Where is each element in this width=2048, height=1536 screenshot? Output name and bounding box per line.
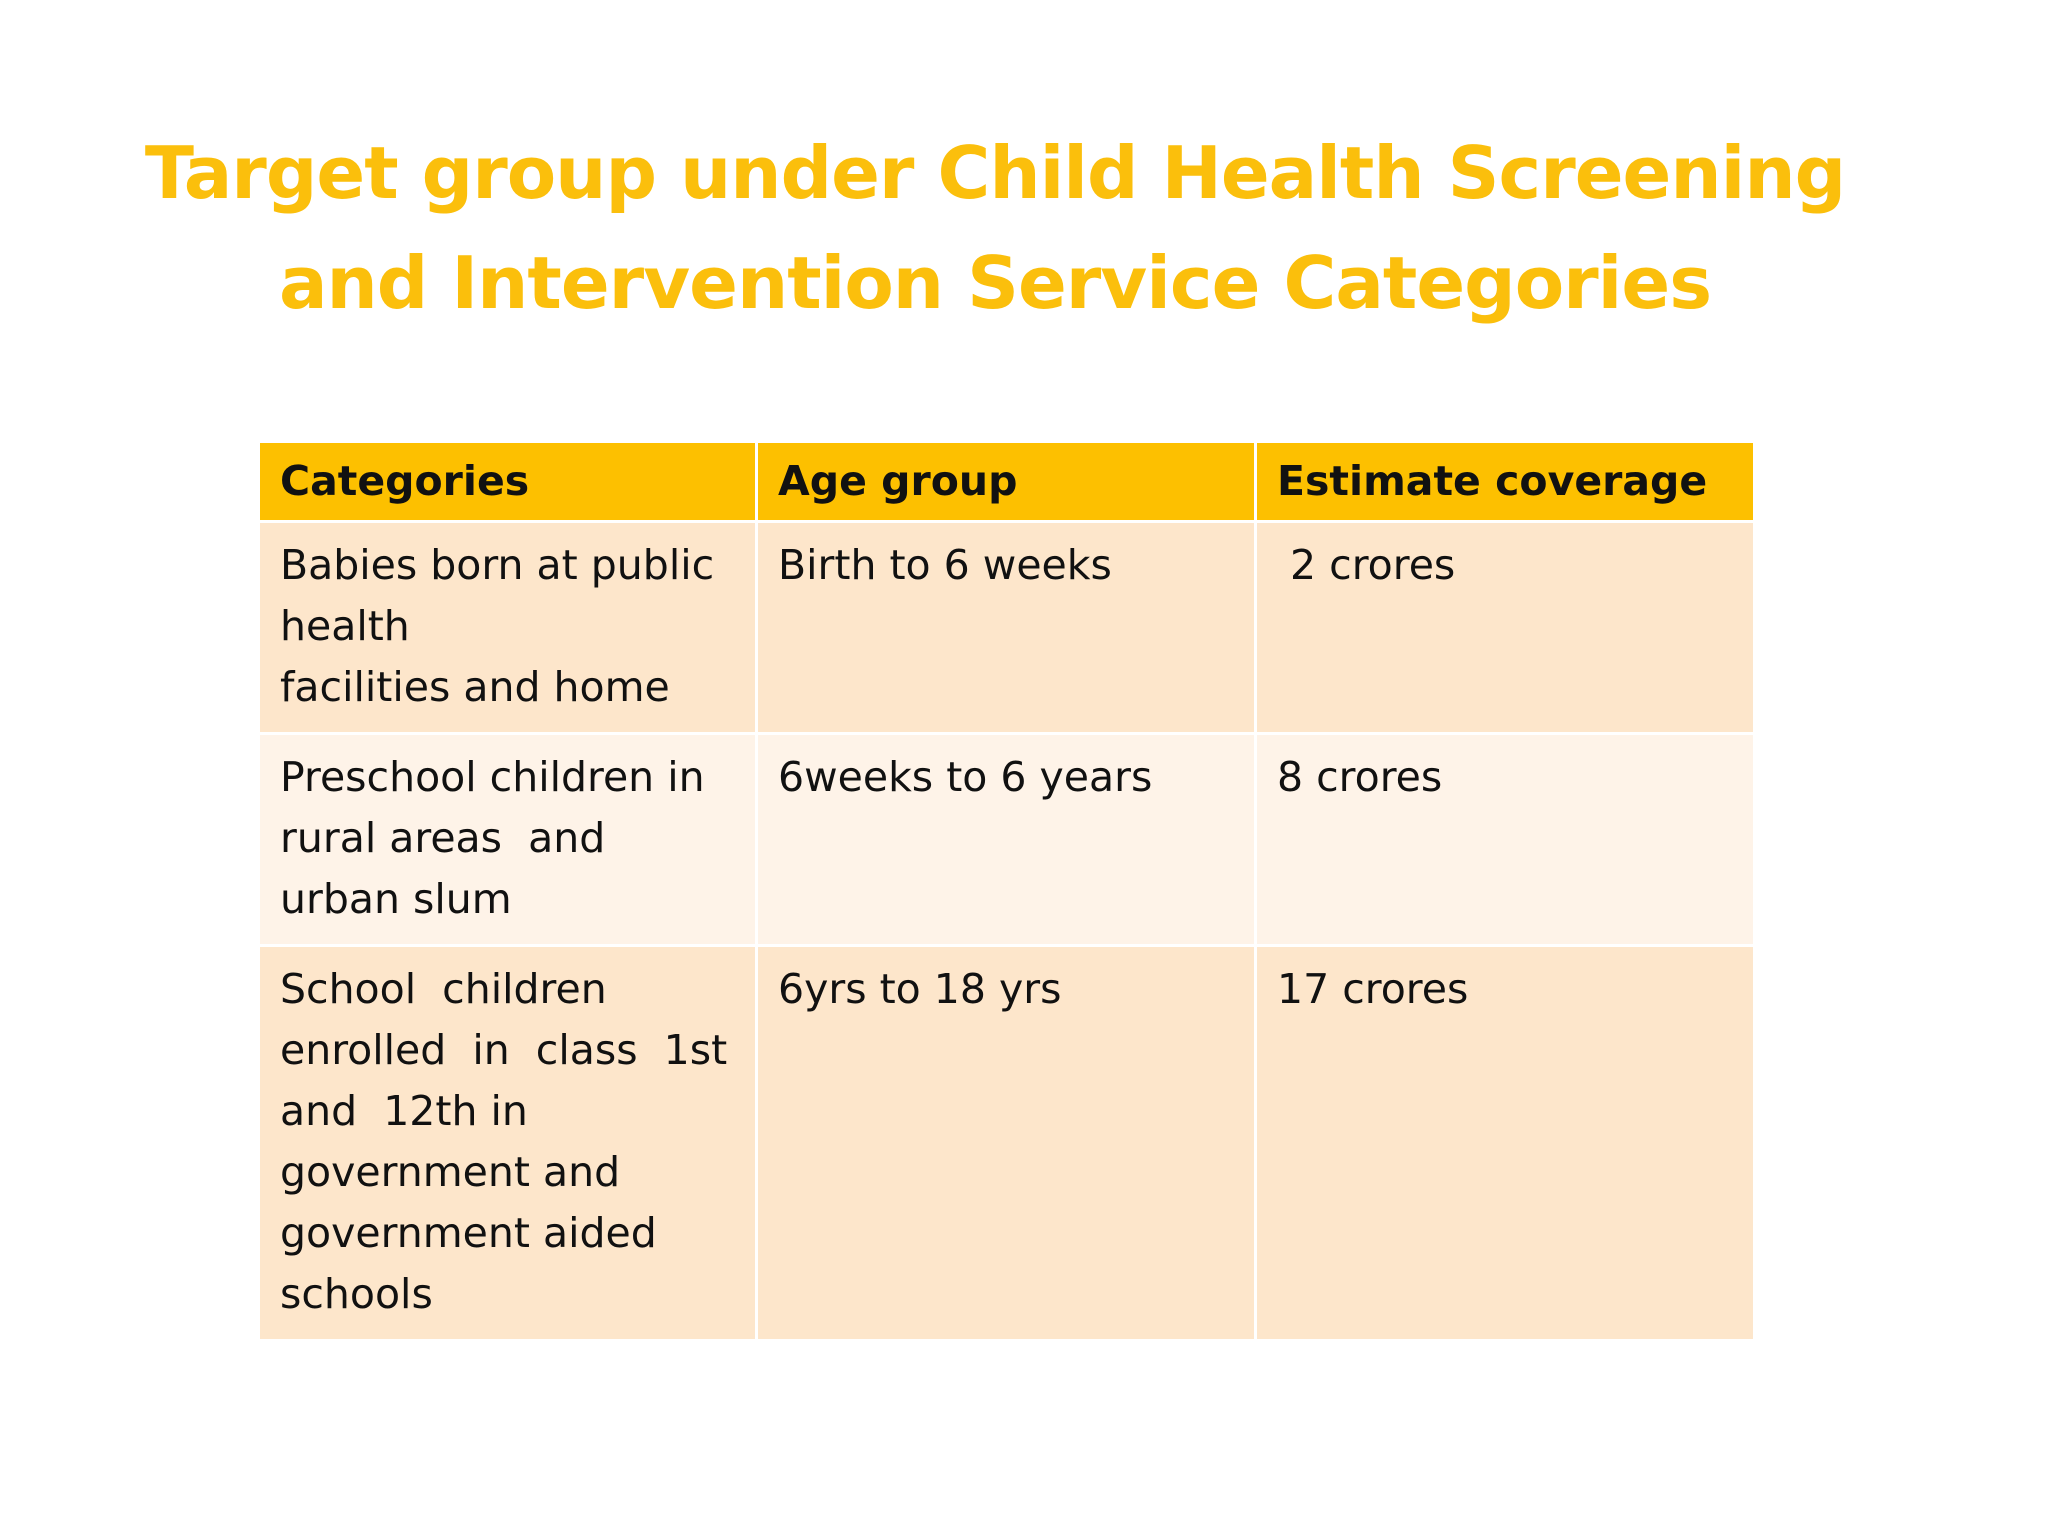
table-cell: 17 crores [1254, 944, 1756, 1342]
column-header: Estimate coverage [1254, 440, 1756, 523]
table-cell: 8 crores [1254, 732, 1756, 947]
table-row: Preschool children in rural areas and ur… [257, 732, 1756, 947]
table-cell: 2 crores [1254, 520, 1756, 735]
table-cell: Birth to 6 weeks [755, 520, 1257, 735]
table-cell: School children enrolled in class 1st an… [257, 944, 758, 1342]
table-header: Categories Age group Estimate coverage [257, 440, 1756, 523]
table-row: Babies born at public health facilities … [257, 520, 1756, 735]
table: Categories Age group Estimate coverage Bab… [257, 440, 1756, 1342]
table-row: School children enrolled in class 1st an… [257, 944, 1756, 1342]
table-body: Babies born at public health facilities … [257, 520, 1756, 1342]
table-cell: Preschool children in rural areas and ur… [257, 732, 758, 947]
column-header: Age group [755, 440, 1257, 523]
table-cell: Babies born at public health facilities … [257, 520, 758, 735]
table-cell: 6yrs to 18 yrs [755, 944, 1257, 1342]
column-header: Categories [257, 440, 758, 523]
title: Target group under Child Health Screenin… [144, 131, 1846, 325]
table-cell: 6weeks to 6 years [755, 732, 1257, 947]
header-row: Categories Age group Estimate coverage [257, 440, 1756, 523]
